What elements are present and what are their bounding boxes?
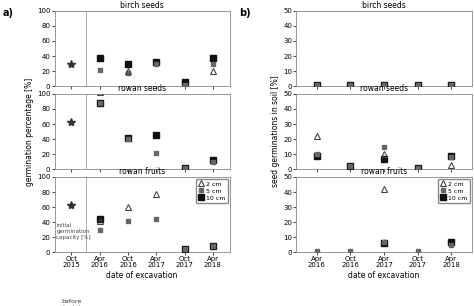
- Title: rowan fruits: rowan fruits: [361, 167, 407, 176]
- Text: initial
germination
capacity [%]: initial germination capacity [%]: [56, 223, 91, 240]
- Title: rowan seeds: rowan seeds: [360, 84, 408, 93]
- Title: rowan fruits: rowan fruits: [119, 167, 165, 176]
- Y-axis label: seed germinations in soil [%]: seed germinations in soil [%]: [272, 76, 281, 188]
- Text: b): b): [239, 8, 251, 18]
- Legend: 2 cm, 5 cm, 10 cm: 2 cm, 5 cm, 10 cm: [196, 179, 228, 203]
- Text: before
burial: before burial: [61, 299, 82, 306]
- Title: rowan seeds: rowan seeds: [118, 84, 166, 93]
- Text: a): a): [2, 8, 13, 18]
- Title: birch seeds: birch seeds: [120, 1, 164, 10]
- X-axis label: date of excavation: date of excavation: [107, 271, 178, 280]
- Title: birch seeds: birch seeds: [362, 1, 406, 10]
- X-axis label: date of excavation: date of excavation: [348, 271, 419, 280]
- Y-axis label: germination percentage [%]: germination percentage [%]: [25, 77, 34, 186]
- Legend: 2 cm, 5 cm, 10 cm: 2 cm, 5 cm, 10 cm: [438, 179, 470, 203]
